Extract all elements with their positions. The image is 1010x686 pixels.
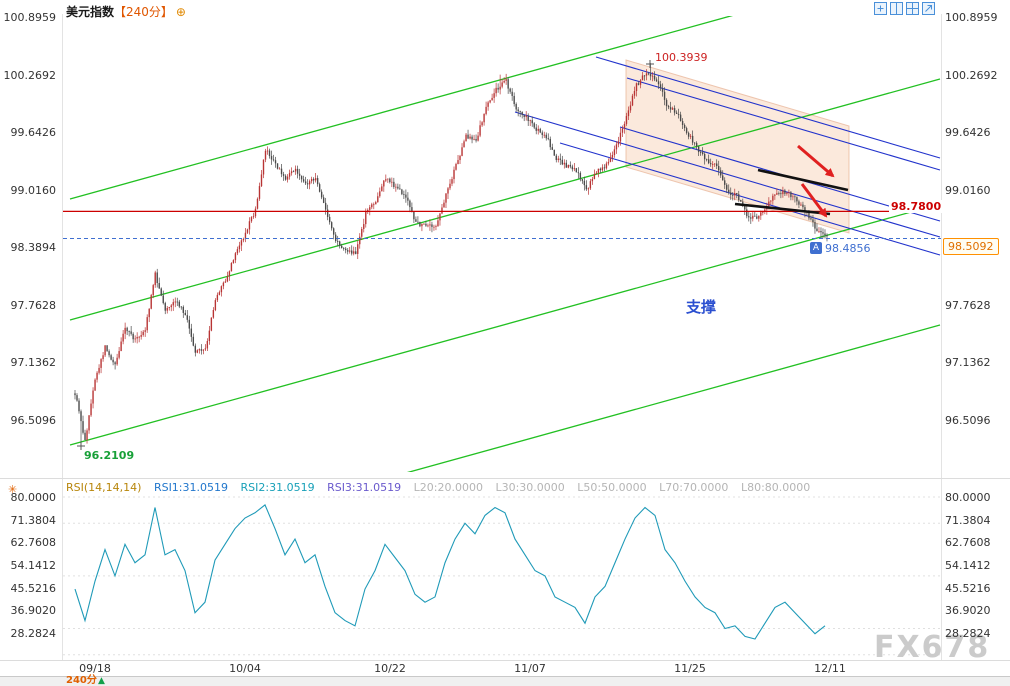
axis-tick-label: 45.5216 <box>945 582 991 595</box>
axis-tick-label: 62.7608 <box>945 536 991 549</box>
rsi3-value: RSI3:31.0519 <box>327 481 402 494</box>
axis-tick-label: 97.7628 <box>10 299 57 312</box>
add-chart-icon[interactable] <box>874 2 887 15</box>
axis-tick-label: 99.0160 <box>10 184 57 197</box>
point-a-badge[interactable]: A <box>810 242 822 254</box>
right-axis-border <box>941 14 942 660</box>
price-axis-left[interactable]: 100.8959 100.2692 99.6426 99.0160 98.3894 97.… <box>0 0 58 658</box>
date-tick-label: 12/11 <box>814 662 846 675</box>
price-axis-right[interactable]: 100.8959100.269299.642699.016098.389497.… <box>941 0 1010 658</box>
date-tick-label: 10/22 <box>374 662 406 675</box>
axis-tick-label: 28.2824 <box>10 627 57 640</box>
add-indicator-icon[interactable]: ⊕ <box>175 5 186 19</box>
rsi-l80-level: L80:80.0000 <box>740 481 811 494</box>
axis-tick-label: 36.9020 <box>10 604 57 617</box>
axis-tick-label: 98.3894 <box>10 241 57 254</box>
rsi-l50-level: L50:50.0000 <box>577 481 647 494</box>
axis-tick-label: 62.7608 <box>10 536 57 549</box>
grid-layout-icon[interactable] <box>906 2 919 15</box>
support-text-annotation: 支撑 <box>686 298 717 316</box>
x-axis[interactable]: 09/18 10/04 10/22 11/07 11/25 12/11 <box>0 660 1010 677</box>
start-low-annotation: 96.2109 <box>84 449 135 462</box>
axis-tick-label: 71.3804 <box>945 514 991 527</box>
rsi-l20-level: L20:20.0000 <box>413 481 483 494</box>
axis-tick-label: 99.6426 <box>945 126 991 139</box>
axis-tick-label: 71.3804 <box>10 514 57 527</box>
timeframe-label: 【240分】 <box>114 5 173 19</box>
timeframe-selector[interactable]: 240分 <box>66 675 97 686</box>
axis-tick-label: 45.5216 <box>10 582 57 595</box>
axis-tick-label: 96.5096 <box>10 414 57 427</box>
date-tick-label: 11/25 <box>674 662 706 675</box>
last-price-badge: 98.5092 <box>943 238 999 255</box>
chart-toolbar <box>874 2 935 15</box>
rsi-header: RSI(14,14,14) RSI1:31.0519 RSI2:31.0519 … <box>66 481 819 494</box>
axis-tick-label: 54.1412 <box>10 559 57 572</box>
axis-tick-label: 97.1362 <box>10 356 57 369</box>
date-tick-label: 11/07 <box>514 662 546 675</box>
axis-tick-label: 96.5096 <box>945 414 991 427</box>
axis-tick-label: 99.6426 <box>10 126 57 139</box>
pane-divider[interactable] <box>0 478 1010 479</box>
axis-tick-label: 100.8959 <box>945 11 998 24</box>
timeframe-up-triangle-icon: ▲ <box>98 676 105 686</box>
axis-tick-label: 100.2692 <box>3 69 57 82</box>
date-tick-label: 10/04 <box>229 662 261 675</box>
rsi1-value: RSI1:31.0519 <box>153 481 228 494</box>
axis-tick-label: 36.9020 <box>945 604 991 617</box>
axis-tick-label: 100.2692 <box>945 69 998 82</box>
axis-tick-label: 28.2824 <box>945 627 991 640</box>
axis-tick-label: 80.0000 <box>945 491 991 504</box>
symbol-title: 美元指数 <box>66 5 115 19</box>
open-window-icon[interactable] <box>922 2 935 15</box>
axis-tick-label: 97.1362 <box>945 356 991 369</box>
rsi2-value: RSI2:31.0519 <box>240 481 315 494</box>
axis-tick-label: 80.0000 <box>10 491 57 504</box>
axis-tick-label: 100.8959 <box>3 11 57 24</box>
axis-tick-label: 99.0160 <box>945 184 991 197</box>
split-vertical-icon[interactable] <box>890 2 903 15</box>
point-a-annotation[interactable]: A 98.4856 <box>810 242 871 255</box>
status-bar: 240分 ▲ <box>0 676 1010 686</box>
axis-tick-label: 54.1412 <box>945 559 991 572</box>
date-tick-label: 09/18 <box>79 662 111 675</box>
resistance-price-label: 98.7800 <box>889 200 944 213</box>
fx678-watermark: FX678 <box>874 630 991 665</box>
peak-price-annotation: 100.3939 <box>655 51 708 64</box>
left-axis-border <box>62 14 63 660</box>
axis-tick-label: 97.7628 <box>945 299 991 312</box>
rsi-l70-level: L70:70.0000 <box>659 481 729 494</box>
rsi-indicator-name[interactable]: RSI(14,14,14) <box>66 481 142 494</box>
point-a-price: 98.4856 <box>825 242 871 255</box>
rsi-l30-level: L30:30.0000 <box>495 481 565 494</box>
chart-header: 美元指数【240分】 ⊕ <box>66 3 186 20</box>
indicator-settings-icon[interactable]: ✳ <box>8 483 18 496</box>
